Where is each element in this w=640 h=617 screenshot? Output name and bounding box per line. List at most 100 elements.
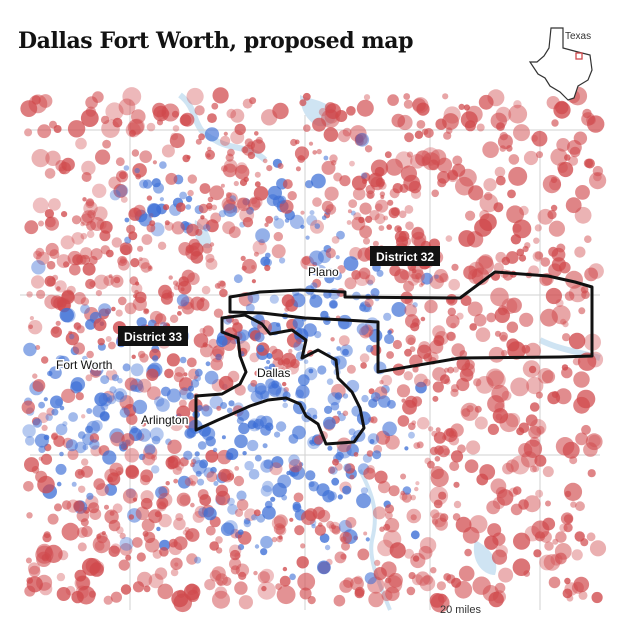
republican-precinct-dot bbox=[284, 306, 290, 312]
district-32-label-text: District 32 bbox=[376, 250, 434, 264]
republican-precinct-dot bbox=[525, 414, 538, 427]
democratic-precinct-dot bbox=[245, 303, 255, 313]
democratic-precinct-dot bbox=[57, 355, 70, 369]
republican-precinct-dot bbox=[521, 344, 531, 354]
democratic-precinct-dot bbox=[262, 480, 274, 493]
republican-precinct-dot bbox=[331, 236, 340, 244]
republican-precinct-dot bbox=[459, 368, 474, 382]
democratic-precinct-dot bbox=[320, 310, 329, 320]
republican-precinct-dot bbox=[110, 591, 122, 603]
republican-precinct-dot bbox=[439, 273, 449, 283]
republican-precinct-dot bbox=[326, 520, 335, 529]
republican-precinct-dot bbox=[446, 331, 456, 342]
republican-precinct-dot bbox=[499, 331, 508, 341]
republican-precinct-dot bbox=[173, 536, 188, 551]
republican-precinct-dot bbox=[404, 132, 414, 143]
republican-precinct-dot bbox=[589, 540, 607, 557]
republican-precinct-dot bbox=[464, 359, 475, 370]
republican-precinct-dot bbox=[540, 308, 558, 327]
republican-precinct-dot bbox=[61, 211, 68, 218]
democratic-precinct-dot bbox=[185, 195, 193, 203]
republican-precinct-dot bbox=[251, 265, 256, 270]
page-title: Dallas Fort Worth, proposed map bbox=[18, 28, 414, 54]
republican-precinct-dot bbox=[242, 217, 254, 228]
republican-precinct-dot bbox=[423, 353, 433, 362]
republican-precinct-dot bbox=[528, 365, 537, 374]
republican-precinct-dot bbox=[252, 240, 267, 255]
republican-precinct-dot bbox=[146, 122, 156, 132]
democratic-precinct-dot bbox=[372, 450, 382, 460]
precinct-dots bbox=[20, 86, 607, 613]
republican-precinct-dot bbox=[403, 280, 415, 292]
democratic-precinct-dot bbox=[361, 394, 369, 403]
republican-precinct-dot bbox=[44, 168, 56, 179]
republican-precinct-dot bbox=[74, 569, 87, 582]
republican-precinct-dot bbox=[484, 192, 493, 201]
republican-precinct-dot bbox=[220, 183, 225, 188]
republican-precinct-dot bbox=[169, 417, 184, 432]
republican-precinct-dot bbox=[60, 235, 75, 250]
democratic-precinct-dot bbox=[314, 223, 321, 229]
republican-precinct-dot bbox=[148, 573, 164, 589]
republican-precinct-dot bbox=[451, 263, 459, 271]
republican-precinct-dot bbox=[40, 453, 53, 465]
republican-precinct-dot bbox=[276, 585, 296, 605]
republican-precinct-dot bbox=[560, 512, 574, 525]
republican-precinct-dot bbox=[416, 120, 426, 129]
republican-precinct-dot bbox=[198, 203, 209, 214]
republican-precinct-dot bbox=[484, 535, 499, 550]
democratic-precinct-dot bbox=[55, 398, 63, 407]
republican-precinct-dot bbox=[378, 225, 385, 232]
map-labels: District 32 District 33 Plano Fort Worth… bbox=[55, 246, 481, 616]
republican-precinct-dot bbox=[378, 480, 391, 494]
republican-precinct-dot bbox=[592, 165, 604, 177]
republican-precinct-dot bbox=[416, 441, 424, 449]
democratic-precinct-dot bbox=[179, 191, 188, 200]
democratic-precinct-dot bbox=[275, 421, 287, 432]
republican-precinct-dot bbox=[265, 215, 274, 224]
democratic-precinct-dot bbox=[25, 436, 35, 446]
republican-precinct-dot bbox=[362, 178, 368, 184]
republican-precinct-dot bbox=[214, 283, 221, 289]
republican-precinct-dot bbox=[562, 321, 569, 328]
republican-precinct-dot bbox=[168, 456, 175, 464]
republican-precinct-dot bbox=[210, 212, 222, 224]
democratic-precinct-dot bbox=[130, 363, 144, 377]
democratic-precinct-dot bbox=[338, 519, 352, 534]
democratic-precinct-dot bbox=[303, 359, 309, 365]
democratic-precinct-dot bbox=[55, 423, 68, 436]
republican-precinct-dot bbox=[409, 346, 416, 353]
republican-precinct-dot bbox=[273, 231, 283, 242]
republican-precinct-dot bbox=[529, 402, 540, 412]
republican-precinct-dot bbox=[502, 462, 514, 475]
democratic-precinct-dot bbox=[159, 197, 164, 202]
republican-precinct-dot bbox=[210, 357, 223, 371]
democratic-precinct-dot bbox=[342, 393, 349, 399]
republican-precinct-dot bbox=[539, 554, 555, 571]
republican-precinct-dot bbox=[551, 247, 566, 262]
republican-precinct-dot bbox=[508, 166, 528, 186]
republican-precinct-dot bbox=[528, 425, 542, 439]
republican-precinct-dot bbox=[375, 177, 386, 188]
republican-precinct-dot bbox=[144, 308, 149, 314]
republican-precinct-dot bbox=[229, 557, 242, 571]
republican-precinct-dot bbox=[80, 254, 91, 265]
republican-precinct-dot bbox=[487, 370, 506, 390]
democratic-precinct-dot bbox=[122, 363, 131, 372]
democratic-precinct-dot bbox=[45, 413, 53, 421]
republican-precinct-dot bbox=[486, 312, 497, 323]
republican-precinct-dot bbox=[81, 525, 93, 538]
democratic-precinct-dot bbox=[324, 544, 331, 551]
republican-precinct-dot bbox=[115, 309, 123, 317]
republican-precinct-dot bbox=[113, 183, 128, 198]
republican-precinct-dot bbox=[41, 424, 48, 431]
republican-precinct-dot bbox=[399, 269, 410, 280]
republican-precinct-dot bbox=[383, 215, 389, 221]
republican-precinct-dot bbox=[95, 483, 109, 497]
republican-precinct-dot bbox=[513, 124, 530, 142]
democratic-precinct-dot bbox=[303, 323, 317, 337]
republican-precinct-dot bbox=[206, 471, 218, 483]
democratic-precinct-dot bbox=[319, 533, 330, 543]
republican-precinct-dot bbox=[434, 517, 448, 531]
republican-precinct-dot bbox=[190, 502, 195, 508]
